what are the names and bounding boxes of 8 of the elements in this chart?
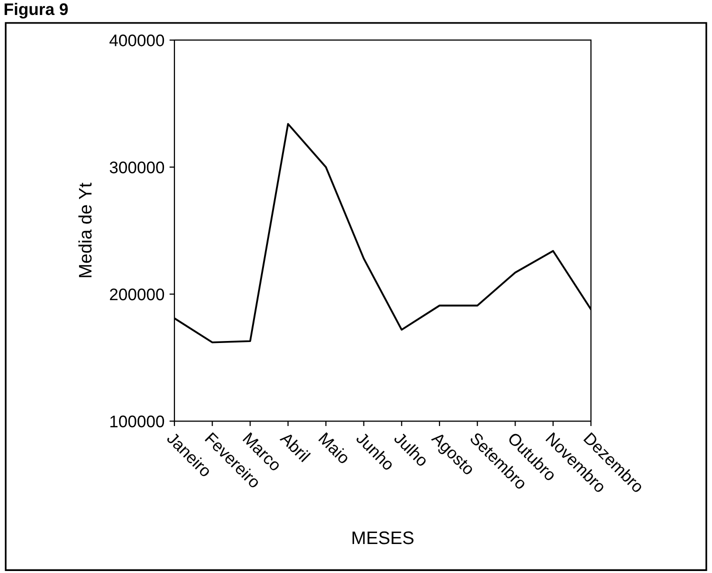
- y-tick-label: 200000: [110, 288, 164, 300]
- y-tick-label: 100000: [110, 416, 164, 428]
- y-tick-label: 400000: [109, 34, 164, 46]
- x-tick-label: Abril: [279, 430, 311, 462]
- x-axis-title: MESES: [352, 531, 414, 544]
- y-tick-label: 300000: [110, 162, 164, 174]
- text: Figura 9: [4, 2, 68, 18]
- y-axis-title: Media de Yt: [78, 182, 92, 278]
